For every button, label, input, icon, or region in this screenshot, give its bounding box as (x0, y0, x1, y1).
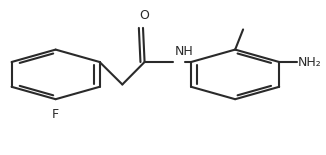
Text: NH₂: NH₂ (298, 55, 322, 69)
Text: F: F (52, 108, 59, 121)
Text: O: O (140, 9, 150, 22)
Text: NH: NH (175, 45, 194, 58)
